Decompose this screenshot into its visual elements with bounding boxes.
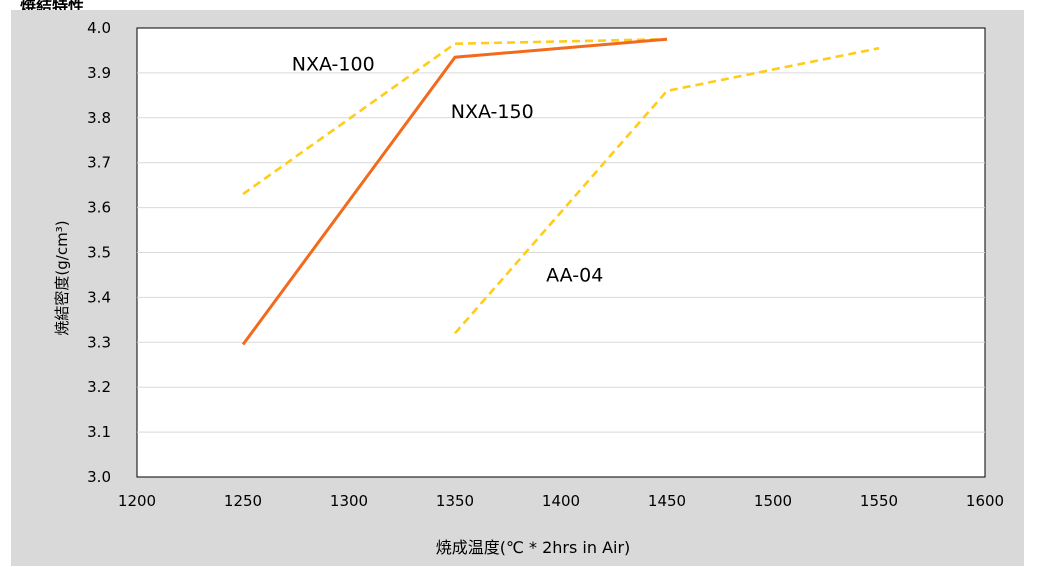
y-tick-label: 3.0 (87, 468, 111, 486)
y-tick-label: 3.3 (87, 333, 111, 351)
y-tick-label: 3.8 (87, 109, 111, 127)
y-tick-label: 3.9 (87, 64, 111, 82)
y-tick-label: 3.1 (87, 423, 111, 441)
series-label-aa-04: AA-04 (546, 265, 603, 287)
series-lines (241, 37, 880, 346)
x-tick-label: 1350 (436, 492, 474, 510)
x-axis: 1200 1250 1300 1350 1400 1450 1500 1550 1600 (118, 492, 1004, 510)
y-tick-label: 3.2 (87, 378, 111, 396)
x-tick-label: 1300 (330, 492, 368, 510)
y-tick-label: 3.5 (87, 244, 111, 262)
series-line-nxa-150 (241, 37, 668, 346)
series-label-nxa-150: NXA-150 (451, 101, 534, 123)
series-line-aa-04 (454, 46, 880, 335)
x-tick-label: 1250 (224, 492, 262, 510)
series-labels: NXA-100 NXA-150 AA-04 (292, 54, 604, 287)
x-tick-label: 1600 (966, 492, 1004, 510)
y-tick-label: 4.0 (87, 19, 111, 37)
x-tick-label: 1500 (754, 492, 792, 510)
gridlines (137, 72, 985, 433)
y-tick-label: 3.6 (87, 199, 111, 217)
x-tick-label: 1550 (860, 492, 898, 510)
x-tick-label: 1400 (542, 492, 580, 510)
series-label-nxa-100: NXA-100 (292, 54, 375, 76)
y-axis-label: 焼結密度(g/cm³) (53, 220, 71, 335)
x-tick-label: 1450 (648, 492, 686, 510)
y-tick-label: 3.7 (87, 154, 111, 172)
y-axis: 3.0 3.1 3.2 3.3 3.4 3.5 3.6 3.7 3.8 3.9 4.0 (87, 19, 111, 486)
y-tick-label: 3.4 (87, 288, 111, 306)
x-axis-label: 焼成温度(℃ * 2hrs in Air) (436, 538, 631, 557)
x-tick-label: 1200 (118, 492, 156, 510)
